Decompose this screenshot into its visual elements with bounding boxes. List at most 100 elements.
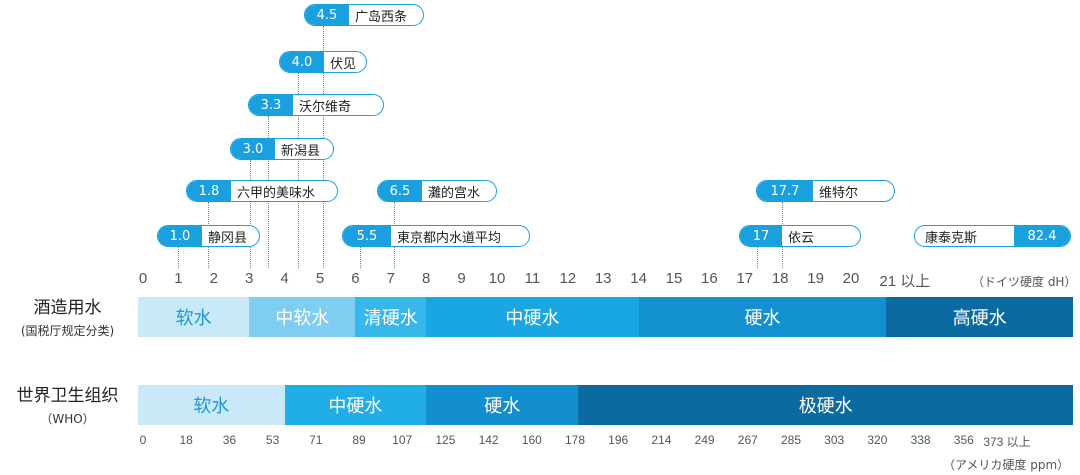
ppm-tick-label: 160	[521, 433, 542, 447]
water-pill: 3.0 新潟县	[230, 138, 334, 160]
ppm-tick-label: 267	[737, 433, 758, 447]
dh-unit-label: （ドイツ硬度 dH）	[972, 275, 1077, 289]
water-name: 東京都内水道平均	[397, 230, 502, 246]
dh-tick-label: 14	[630, 270, 647, 287]
water-hardness-value: 1.8	[187, 181, 231, 201]
ppm-tick-label: 320	[867, 433, 888, 447]
water-pill: 17 依云	[739, 225, 861, 247]
leader-line-3	[250, 160, 251, 268]
ppm-tick-label: 142	[478, 433, 499, 447]
dh-tick-label: 5	[315, 270, 325, 287]
dh-tick-label: 21 以上	[879, 273, 931, 290]
water-hardness-value: 82.4	[1014, 226, 1070, 246]
ppm-tick-label: 373 以上	[983, 435, 1031, 449]
bar-segment: 极硬水	[578, 385, 1073, 425]
water-pill: 康泰克斯 82.4	[914, 225, 1071, 247]
dh-tick-label: 19	[807, 270, 824, 287]
water-name: 维特尔	[819, 185, 859, 201]
dh-tick-label: 2	[209, 270, 218, 287]
bar-segment: 中硬水	[426, 297, 639, 337]
dh-tick-label: 4	[280, 270, 289, 287]
water-hardness-value: 6.5	[378, 181, 422, 201]
dh-tick-label: 9	[457, 270, 466, 287]
ppm-tick-label: 285	[780, 433, 802, 447]
water-hardness-value: 1.0	[158, 226, 202, 246]
water-pill: 5.5 東京都内水道平均	[342, 225, 530, 247]
dh-tick-label: 16	[701, 270, 718, 287]
who_classification-title-main: 世界卫生组织	[16, 386, 119, 406]
dh-tick-label: 7	[386, 270, 395, 287]
water-name: 依云	[788, 230, 815, 246]
leader-line-5	[178, 247, 179, 268]
leader-line-9	[757, 247, 758, 268]
water-pill: 4.0 伏见	[279, 51, 367, 73]
bar-segment: 软水	[138, 385, 285, 425]
ppm-tick-label: 71	[309, 433, 323, 447]
water-hardness-value: 17.7	[757, 181, 813, 201]
bar-segment: 软水	[138, 297, 250, 337]
water-hardness-value: 3.3	[249, 95, 293, 115]
water-hardness-value: 17	[740, 226, 782, 246]
dh-tick-label: 18	[771, 270, 789, 287]
dh-tick-label: 11	[524, 270, 541, 287]
water-pill: 1.0 静冈县	[157, 225, 260, 247]
dh-tick-label: 1	[174, 270, 183, 287]
dh-tick-label: 8	[422, 270, 431, 287]
dh-tick-label: 0	[138, 270, 148, 287]
water-pill: 3.3 沃尔维奇	[248, 94, 384, 116]
dh-tick-label: 15	[665, 270, 683, 287]
water-hardness-value: 4.0	[280, 52, 324, 72]
water-name: 广岛西条	[355, 9, 408, 25]
ppm-tick-label: 303	[824, 433, 845, 447]
dh-tick-label: 6	[351, 270, 360, 287]
dh-tick-label: 3	[245, 270, 254, 287]
who_classification-title-sub: （WHO）	[40, 412, 95, 426]
water-pill: 6.5 灘的宫水	[377, 180, 497, 202]
water-name: 六甲的美味水	[237, 185, 316, 201]
ppm-tick-label: 53	[265, 433, 280, 447]
water-hardness-value: 4.5	[305, 5, 349, 25]
bar-segment: 高硬水	[886, 297, 1073, 337]
sake_classification-title-main: 酒造用水	[33, 298, 102, 318]
bar-segment: 硬水	[638, 297, 887, 337]
ppm-tick-label: 214	[651, 433, 672, 447]
leader-line-1	[298, 73, 299, 268]
dh-tick-label: 17	[736, 270, 754, 287]
water-name: 伏见	[330, 56, 357, 72]
who_classification-bar: 软水 中硬水 硬水 极硬水	[138, 385, 1073, 425]
leader-line-7	[360, 247, 361, 268]
ppm-tick-label: 107	[392, 433, 413, 447]
ppm-tick-label: 196	[608, 433, 629, 447]
ppm-tick-label: 356	[953, 433, 974, 447]
ppm-tick-label: 18	[179, 433, 193, 447]
dh-tick-label: 12	[559, 270, 577, 287]
dh-tick-label: 13	[594, 270, 612, 287]
ppm-tick-label: 36	[222, 433, 237, 447]
bar-segment: 清硬水	[355, 297, 427, 337]
sake_classification-title: 酒造用水 (国税厅规定分类)	[0, 293, 135, 339]
sake_classification-bar: 软水 中软水 清硬水 中硬水 硬水 高硬水	[138, 297, 1073, 337]
dh-tick-label: 10	[488, 270, 506, 287]
ppm-tick-label: 178	[564, 433, 586, 447]
water-name: 沃尔维奇	[299, 99, 352, 115]
bar-segment: 硬水	[426, 385, 579, 425]
sake_classification-title-sub: (国税厅规定分类)	[20, 324, 115, 338]
ppm-tick-label: 249	[694, 433, 715, 447]
dh-tick-label: 20	[842, 270, 860, 287]
water-hardness-value: 3.0	[231, 139, 275, 159]
water-name: 静冈县	[208, 230, 248, 246]
ppm-tick-label: 338	[910, 433, 931, 447]
water-hardness-value: 5.5	[343, 226, 391, 246]
who_classification-title: 世界卫生组织 （WHO）	[0, 381, 135, 427]
bar-segment: 中硬水	[284, 385, 427, 425]
water-pill: 4.5 广岛西条	[304, 4, 424, 26]
water-pill: 17.7 维特尔	[756, 180, 895, 202]
water-name: 灘的宫水	[428, 185, 481, 201]
ppm-tick-label: 89	[352, 433, 366, 447]
ppm-unit-label: （アメリカ硬度 ppm）	[943, 458, 1070, 472]
ppm-tick-label: 125	[435, 433, 456, 447]
water-name: 康泰克斯	[925, 230, 978, 246]
water-pill: 1.8 六甲的美味水	[186, 180, 338, 202]
ppm-tick-label: 0	[139, 433, 147, 447]
